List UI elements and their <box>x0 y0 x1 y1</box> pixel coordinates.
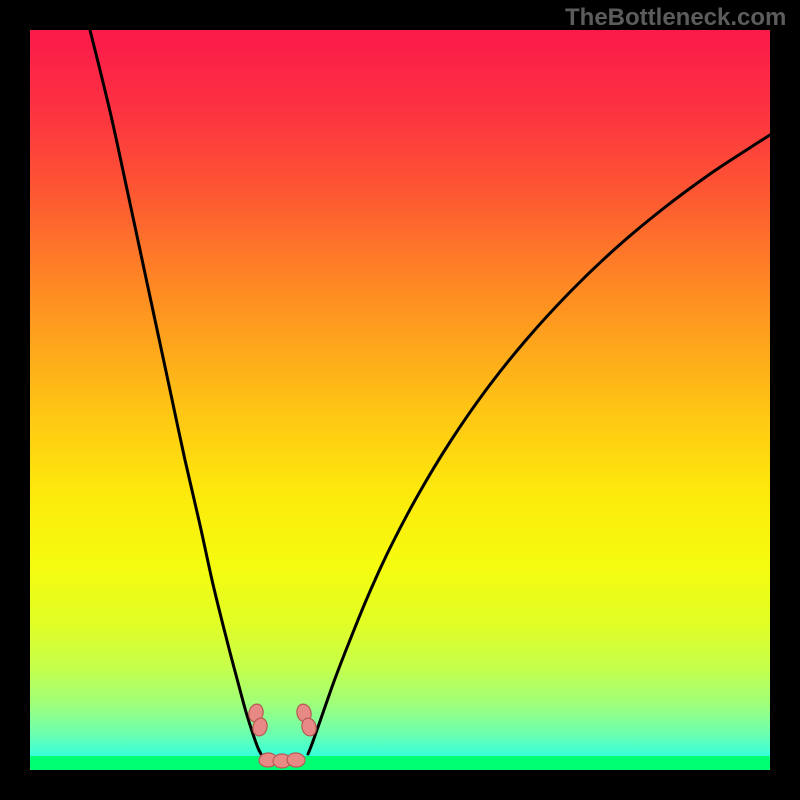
optimal-band <box>30 756 770 770</box>
data-marker <box>287 752 306 767</box>
chart-frame: TheBottleneck.com <box>0 0 800 800</box>
watermark-text: TheBottleneck.com <box>565 4 786 32</box>
bottleneck-chart <box>0 0 800 800</box>
heat-gradient-background <box>30 30 770 770</box>
